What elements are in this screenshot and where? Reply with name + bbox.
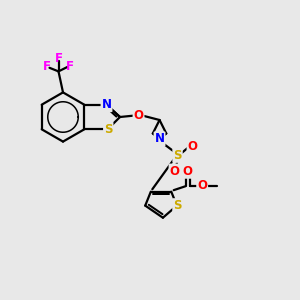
Text: F: F	[66, 59, 74, 73]
Text: O: O	[188, 140, 197, 153]
Text: S: S	[104, 123, 112, 136]
Text: F: F	[55, 52, 62, 65]
Text: O: O	[169, 164, 179, 178]
Text: F: F	[43, 60, 51, 74]
Text: N: N	[154, 132, 164, 146]
Text: S: S	[173, 199, 182, 212]
Text: O: O	[134, 109, 143, 122]
Text: O: O	[183, 165, 193, 178]
Text: O: O	[197, 179, 207, 192]
Text: N: N	[101, 98, 112, 111]
Text: S: S	[173, 149, 182, 162]
